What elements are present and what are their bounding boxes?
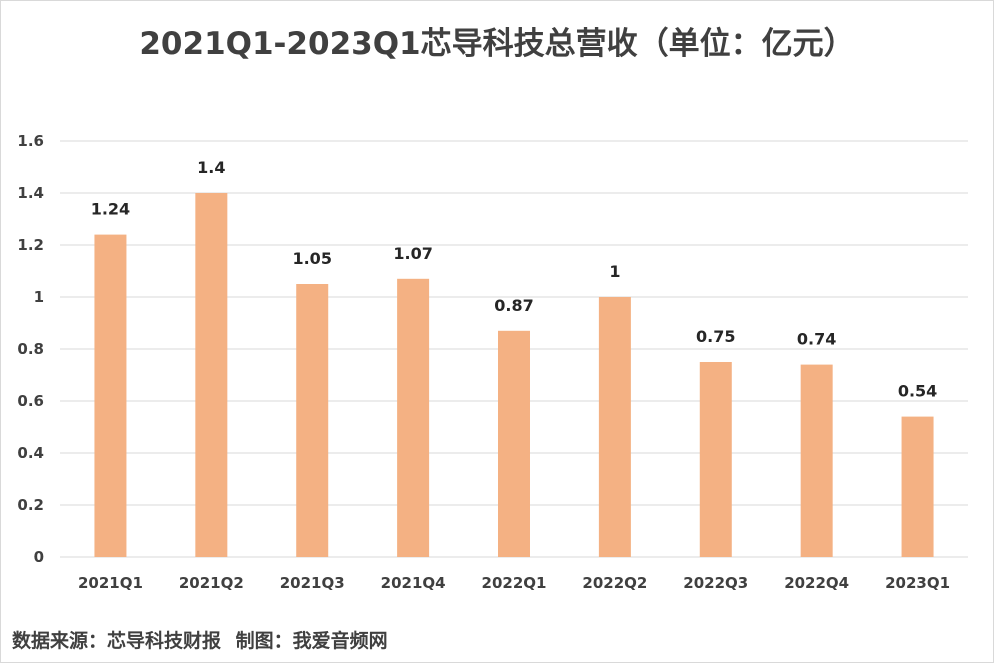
chart-title: 2021Q1-2023Q1芯导科技总营收（单位：亿元） (139, 26, 855, 62)
x-tick-label: 2021Q3 (280, 574, 345, 592)
bar-2022Q4 (800, 364, 833, 557)
data-label: 1.05 (292, 249, 331, 268)
y-tick-label: 0.8 (17, 340, 44, 358)
y-tick-label: 0 (34, 548, 44, 566)
bar-2021Q1 (94, 234, 127, 557)
y-tick-label: 1.4 (17, 184, 44, 202)
y-tick-label: 0.4 (17, 444, 44, 462)
x-tick-label: 2022Q3 (683, 574, 748, 592)
data-label: 0.75 (696, 327, 735, 346)
data-label: 0.87 (494, 296, 533, 315)
x-axis: 2021Q1 2021Q2 2021Q3 2021Q4 2022Q1 2022Q2 2022… (78, 574, 950, 592)
x-tick-label: 2022Q1 (482, 574, 547, 592)
x-tick-label: 2021Q1 (78, 574, 143, 592)
y-tick-label: 0.6 (17, 392, 44, 410)
source-text: 数据来源：芯导科技财报 (12, 630, 222, 652)
data-label: 1.07 (393, 244, 432, 263)
footer-source: 数据来源：芯导科技财报 制图：我爱音频网 (12, 626, 396, 653)
y-axis: 0 0.2 0.4 0.6 0.8 1 1.2 1.4 1.6 (17, 132, 44, 566)
bar-2022Q3 (699, 362, 732, 557)
data-label: 0.54 (898, 382, 937, 401)
x-tick-label: 2021Q2 (179, 574, 244, 592)
y-tick-label: 0.2 (17, 496, 44, 514)
bar-2023Q1 (901, 416, 934, 557)
x-tick-label: 2022Q2 (582, 574, 647, 592)
data-labels: 1.24 1.4 1.05 1.07 0.87 1 0.75 0.74 0.54 (91, 158, 938, 401)
data-label: 1 (609, 262, 620, 281)
bar-2021Q2 (195, 193, 228, 557)
y-tick-label: 1.2 (17, 236, 44, 254)
bar-2021Q3 (296, 284, 329, 557)
y-tick-label: 1 (34, 288, 44, 306)
x-tick-label: 2022Q4 (784, 574, 849, 592)
x-tick-label: 2021Q4 (381, 574, 446, 592)
data-label: 0.74 (797, 330, 836, 349)
data-label: 1.4 (197, 158, 225, 177)
x-tick-label: 2023Q1 (885, 574, 950, 592)
data-label: 1.24 (91, 200, 130, 219)
bars (94, 193, 934, 557)
bar-2022Q1 (498, 330, 530, 557)
bar-2022Q2 (598, 297, 631, 557)
bar-2021Q4 (397, 278, 430, 557)
made-by-text: 制图：我爱音频网 (235, 630, 388, 652)
y-tick-label: 1.6 (17, 132, 44, 150)
